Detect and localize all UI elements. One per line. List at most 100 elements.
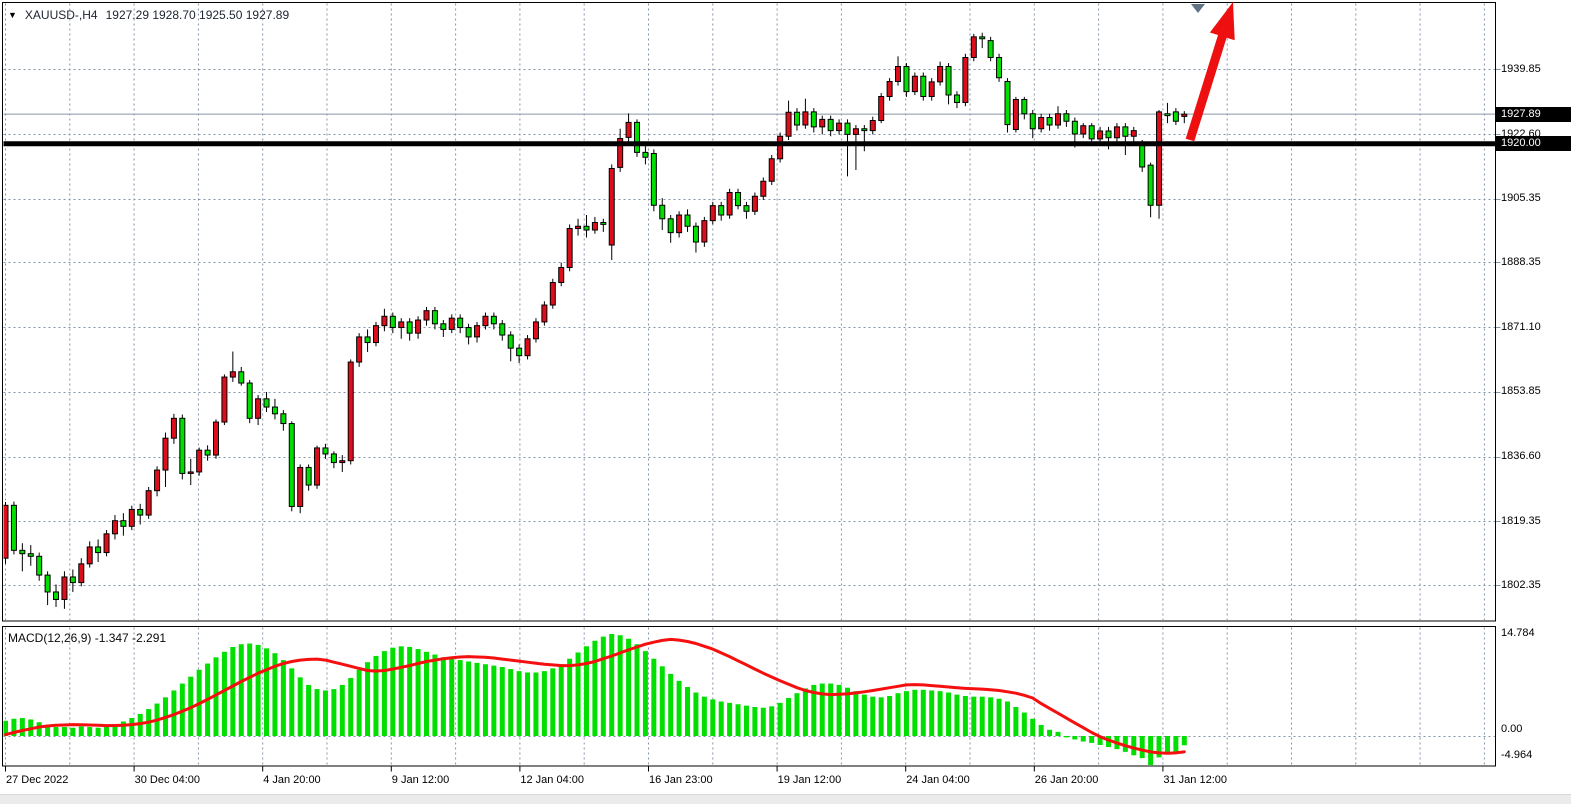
bear-candle[interactable] [1164,113,1171,117]
bear-candle[interactable] [120,520,127,527]
bear-candle[interactable] [507,334,514,349]
bear-candle[interactable] [1105,130,1112,139]
bull-candle[interactable] [213,421,219,456]
bull-candle[interactable] [229,371,236,378]
bull-candle[interactable] [381,315,388,327]
bear-candle[interactable] [69,576,76,584]
bear-candle[interactable] [53,591,60,600]
bear-candle[interactable] [1122,126,1129,137]
bear-candle[interactable] [1004,80,1011,126]
bull-candle[interactable] [524,338,531,357]
bear-candle[interactable] [364,336,371,344]
bull-candle[interactable] [347,361,354,462]
bear-candle[interactable] [642,151,649,158]
bear-candle[interactable] [137,508,144,516]
bull-candle[interactable] [886,80,893,97]
bull-candle[interactable] [1012,98,1019,130]
bull-candle[interactable] [372,325,379,344]
up-arrow-annotation[interactable] [1185,2,1235,142]
bear-candle[interactable] [861,128,868,132]
bear-candle[interactable] [650,153,657,206]
bull-candle[interactable] [162,437,169,471]
bull-candle[interactable] [474,325,481,338]
bear-candle[interactable] [718,205,725,216]
bear-candle[interactable] [1029,113,1036,130]
bull-candle[interactable] [836,122,843,132]
bull-candle[interactable] [297,466,304,507]
bull-candle[interactable] [196,449,203,473]
bull-candle[interactable] [423,310,430,321]
bear-candle[interactable] [516,347,523,357]
bear-candle[interactable] [953,94,960,103]
bull-candle[interactable] [625,121,632,138]
bull-candle[interactable] [3,504,9,559]
bull-candle[interactable] [937,65,944,83]
bull-candle[interactable] [1130,130,1137,137]
bear-candle[interactable] [1147,164,1154,206]
bear-candle[interactable] [322,447,329,455]
bull-candle[interactable] [145,490,152,516]
bear-candle[interactable] [19,549,26,555]
bull-candle[interactable] [558,267,565,284]
bear-candle[interactable] [920,75,927,97]
bull-candle[interactable] [852,128,859,135]
bull-candle[interactable] [221,376,228,423]
bull-candle[interactable] [255,398,262,419]
bull-candle[interactable] [482,315,489,327]
bull-candle[interactable] [751,195,758,212]
bear-candle[interactable] [36,555,43,576]
bear-candle[interactable] [305,466,312,486]
bull-candle[interactable] [802,111,809,126]
bull-candle[interactable] [962,56,969,103]
bear-candle[interactable] [743,205,750,212]
bull-candle[interactable] [928,81,935,97]
bear-candle[interactable] [735,192,742,207]
bull-candle[interactable] [86,546,93,565]
bear-candle[interactable] [684,214,691,227]
bear-candle[interactable] [987,40,994,58]
bull-candle[interactable] [726,192,733,216]
bear-candle[interactable] [844,122,851,135]
bear-candle[interactable] [95,546,102,554]
bull-candle[interactable] [187,471,194,474]
bear-candle[interactable] [406,321,413,334]
bear-candle[interactable] [465,327,472,338]
bull-candle[interactable] [777,135,784,160]
bear-candle[interactable] [1172,111,1179,122]
bull-candle[interactable] [608,168,615,246]
bear-candle[interactable] [1139,144,1146,168]
bear-candle[interactable] [583,225,590,231]
bull-candle[interactable] [170,417,177,439]
bull-candle[interactable] [415,319,422,334]
bull-candle[interactable] [575,225,582,230]
bull-candle[interactable] [339,460,346,464]
bear-candle[interactable] [903,65,910,93]
bear-candle[interactable] [499,323,506,336]
bull-candle[interactable] [1038,116,1045,130]
bear-candle[interactable] [659,204,666,220]
bull-candle[interactable] [111,520,118,535]
support-line-1920[interactable] [3,141,1496,147]
bear-candle[interactable] [1071,120,1078,135]
bull-candle[interactable] [1113,126,1120,139]
bull-candle[interactable] [356,336,363,363]
candlestick-series[interactable] [3,32,1188,609]
bull-candle[interactable] [878,95,885,121]
bear-candle[interactable] [238,371,245,384]
bull-candle[interactable] [532,321,539,340]
bear-candle[interactable] [793,111,800,126]
bear-candle[interactable] [179,417,186,474]
bull-candle[interactable] [103,533,110,554]
bear-candle[interactable] [600,222,607,225]
bear-candle[interactable] [288,423,295,507]
bull-candle[interactable] [128,508,135,527]
bull-candle[interactable] [869,119,876,132]
bear-candle[interactable] [1021,98,1028,115]
bear-candle[interactable] [634,121,640,153]
bull-candle[interactable] [970,36,977,58]
bull-candle[interactable] [314,447,321,486]
bear-candle[interactable] [457,317,464,329]
bull-candle[interactable] [1097,130,1104,140]
bear-candle[interactable] [979,36,986,40]
